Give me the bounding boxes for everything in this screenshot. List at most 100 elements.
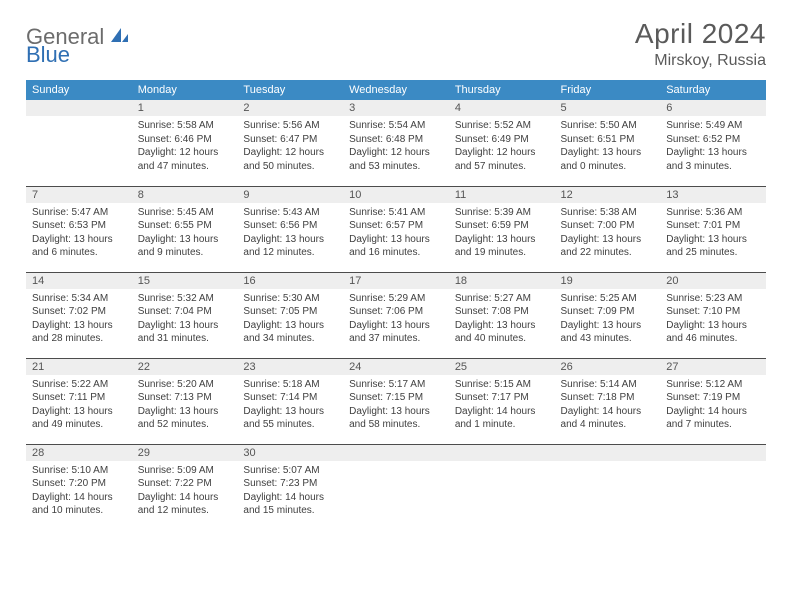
sunrise-line: Sunrise: 5:54 AM — [349, 119, 443, 133]
sunset-label: Sunset: — [561, 134, 598, 145]
sunrise-label: Sunrise: — [666, 120, 705, 131]
daylight-line: Daylight: 12 hours and 47 minutes. — [138, 146, 232, 173]
day-details: Sunrise: 5:17 AMSunset: 7:15 PMDaylight:… — [343, 375, 449, 436]
sunset-value: 6:56 PM — [280, 220, 317, 231]
daylight-label: Daylight: — [243, 147, 285, 158]
day-number: 6 — [660, 100, 766, 116]
day-number: 14 — [26, 273, 132, 289]
sunrise-value: 5:43 AM — [283, 207, 320, 218]
sunset-line: Sunset: 6:57 PM — [349, 219, 443, 233]
day-number: 16 — [237, 273, 343, 289]
day-number: 26 — [555, 359, 661, 375]
daylight-line: Daylight: 13 hours and 37 minutes. — [349, 319, 443, 346]
header: General April 2024 Mirskoy, Russia — [26, 18, 766, 70]
weekday-header: Thursday — [449, 80, 555, 100]
sunset-value: 6:53 PM — [69, 220, 106, 231]
calendar-cell: 23Sunrise: 5:18 AMSunset: 7:14 PMDayligh… — [237, 358, 343, 444]
sunset-label: Sunset: — [243, 306, 280, 317]
sunset-label: Sunset: — [455, 392, 492, 403]
sunset-value: 7:18 PM — [597, 392, 634, 403]
sunrise-label: Sunrise: — [243, 379, 282, 390]
daylight-label: Daylight: — [455, 320, 497, 331]
daylight-line: Daylight: 13 hours and 52 minutes. — [138, 405, 232, 432]
sunrise-label: Sunrise: — [138, 465, 177, 476]
daylight-label: Daylight: — [349, 147, 391, 158]
day-number: 2 — [237, 100, 343, 116]
calendar-cell: 17Sunrise: 5:29 AMSunset: 7:06 PMDayligh… — [343, 272, 449, 358]
calendar-body: 1Sunrise: 5:58 AMSunset: 6:46 PMDaylight… — [26, 100, 766, 530]
calendar-cell: 2Sunrise: 5:56 AMSunset: 6:47 PMDaylight… — [237, 100, 343, 186]
sunset-line: Sunset: 7:09 PM — [561, 305, 655, 319]
day-number — [26, 100, 132, 116]
sunrise-value: 5:14 AM — [600, 379, 637, 390]
sunset-line: Sunset: 7:02 PM — [32, 305, 126, 319]
sunset-line: Sunset: 7:06 PM — [349, 305, 443, 319]
calendar-table: SundayMondayTuesdayWednesdayThursdayFrid… — [26, 80, 766, 530]
sunrise-label: Sunrise: — [455, 293, 494, 304]
sunset-value: 6:57 PM — [386, 220, 423, 231]
sunset-line: Sunset: 6:47 PM — [243, 133, 337, 147]
sunset-label: Sunset: — [138, 306, 175, 317]
sunset-label: Sunset: — [349, 220, 386, 231]
day-number — [343, 445, 449, 461]
day-details: Sunrise: 5:50 AMSunset: 6:51 PMDaylight:… — [555, 116, 661, 177]
day-details: Sunrise: 5:22 AMSunset: 7:11 PMDaylight:… — [26, 375, 132, 436]
daylight-line: Daylight: 13 hours and 31 minutes. — [138, 319, 232, 346]
sunset-value: 7:13 PM — [174, 392, 211, 403]
sunrise-label: Sunrise: — [666, 379, 705, 390]
daylight-line: Daylight: 12 hours and 57 minutes. — [455, 146, 549, 173]
title-block: April 2024 Mirskoy, Russia — [635, 18, 766, 70]
sunset-line: Sunset: 6:55 PM — [138, 219, 232, 233]
sunrise-value: 5:49 AM — [706, 120, 743, 131]
sunrise-line: Sunrise: 5:43 AM — [243, 206, 337, 220]
day-details: Sunrise: 5:38 AMSunset: 7:00 PMDaylight:… — [555, 203, 661, 264]
daylight-label: Daylight: — [561, 406, 603, 417]
sunrise-line: Sunrise: 5:07 AM — [243, 464, 337, 478]
calendar-cell — [660, 444, 766, 530]
day-number: 22 — [132, 359, 238, 375]
daylight-line: Daylight: 13 hours and 12 minutes. — [243, 233, 337, 260]
sunset-label: Sunset: — [349, 134, 386, 145]
sunrise-line: Sunrise: 5:14 AM — [561, 378, 655, 392]
calendar-cell: 14Sunrise: 5:34 AMSunset: 7:02 PMDayligh… — [26, 272, 132, 358]
sunset-line: Sunset: 6:48 PM — [349, 133, 443, 147]
sunset-label: Sunset: — [138, 134, 175, 145]
sunrise-label: Sunrise: — [349, 293, 388, 304]
calendar-cell — [449, 444, 555, 530]
daylight-line: Daylight: 14 hours and 10 minutes. — [32, 491, 126, 518]
sunrise-value: 5:50 AM — [600, 120, 637, 131]
calendar-row: 14Sunrise: 5:34 AMSunset: 7:02 PMDayligh… — [26, 272, 766, 358]
day-details: Sunrise: 5:29 AMSunset: 7:06 PMDaylight:… — [343, 289, 449, 350]
sunrise-value: 5:32 AM — [177, 293, 214, 304]
day-details: Sunrise: 5:41 AMSunset: 6:57 PMDaylight:… — [343, 203, 449, 264]
day-number: 13 — [660, 187, 766, 203]
daylight-label: Daylight: — [243, 406, 285, 417]
sunrise-line: Sunrise: 5:41 AM — [349, 206, 443, 220]
day-number: 29 — [132, 445, 238, 461]
day-number: 7 — [26, 187, 132, 203]
calendar-row: 21Sunrise: 5:22 AMSunset: 7:11 PMDayligh… — [26, 358, 766, 444]
calendar-cell: 13Sunrise: 5:36 AMSunset: 7:01 PMDayligh… — [660, 186, 766, 272]
sunrise-value: 5:56 AM — [283, 120, 320, 131]
sunrise-label: Sunrise: — [138, 379, 177, 390]
sunrise-value: 5:30 AM — [283, 293, 320, 304]
sunset-label: Sunset: — [561, 306, 598, 317]
sunrise-line: Sunrise: 5:15 AM — [455, 378, 549, 392]
sunset-label: Sunset: — [138, 220, 175, 231]
sunset-label: Sunset: — [666, 306, 703, 317]
calendar-cell: 4Sunrise: 5:52 AMSunset: 6:49 PMDaylight… — [449, 100, 555, 186]
sunset-line: Sunset: 6:46 PM — [138, 133, 232, 147]
daylight-line: Daylight: 14 hours and 7 minutes. — [666, 405, 760, 432]
day-details: Sunrise: 5:09 AMSunset: 7:22 PMDaylight:… — [132, 461, 238, 522]
daylight-line: Daylight: 12 hours and 50 minutes. — [243, 146, 337, 173]
daylight-line: Daylight: 13 hours and 34 minutes. — [243, 319, 337, 346]
calendar-cell: 7Sunrise: 5:47 AMSunset: 6:53 PMDaylight… — [26, 186, 132, 272]
day-details: Sunrise: 5:07 AMSunset: 7:23 PMDaylight:… — [237, 461, 343, 522]
sunrise-label: Sunrise: — [349, 207, 388, 218]
sunrise-label: Sunrise: — [138, 207, 177, 218]
day-number: 9 — [237, 187, 343, 203]
daylight-label: Daylight: — [243, 320, 285, 331]
day-number: 20 — [660, 273, 766, 289]
sunrise-value: 5:36 AM — [706, 207, 743, 218]
sunrise-label: Sunrise: — [243, 465, 282, 476]
